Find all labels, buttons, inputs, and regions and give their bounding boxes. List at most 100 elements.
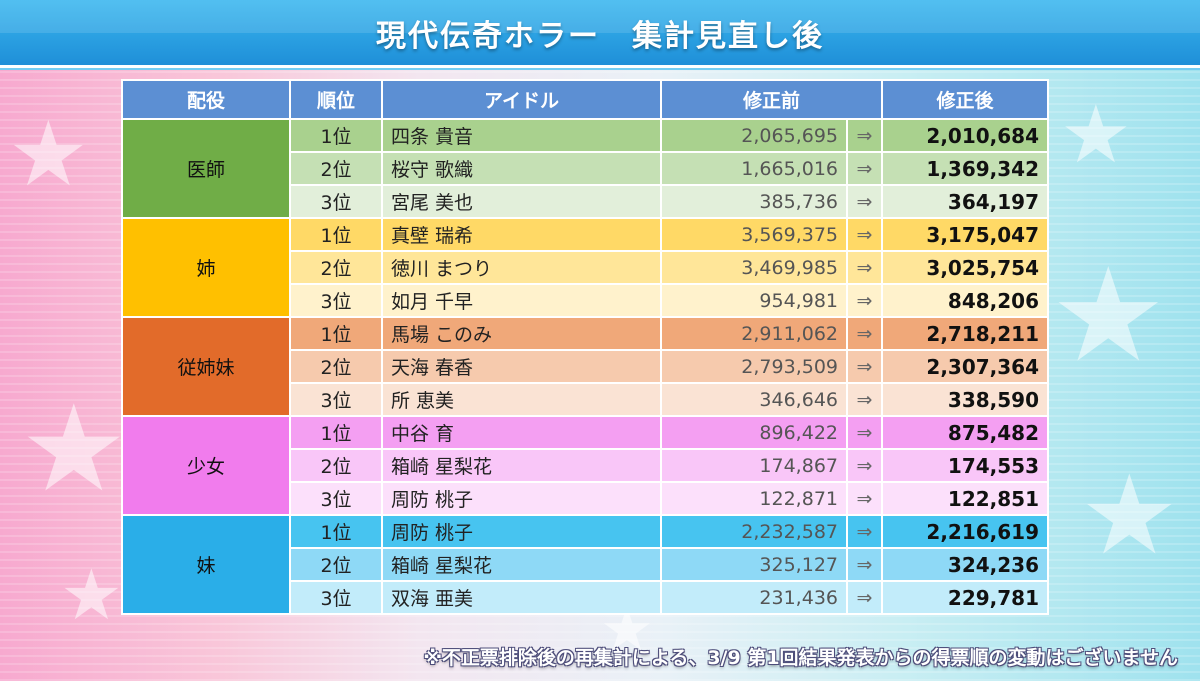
rank-cell: 3位 <box>289 481 383 516</box>
votes-before-cell: 2,793,509 <box>660 349 848 384</box>
votes-after-cell: 174,553 <box>881 448 1050 483</box>
table-row: 妹 1位 周防 桃子 2,232,587 ⇒ 2,216,619 <box>121 514 1050 615</box>
table-row: 姉 1位 真壁 瑞希 3,569,375 ⇒ 3,175,047 <box>121 217 1050 318</box>
rank-cell: 1位 <box>289 217 383 252</box>
header-role: 配役 <box>121 79 291 120</box>
votes-before-cell: 3,469,985 <box>660 250 848 285</box>
rank-cell: 2位 <box>289 547 383 582</box>
votes-after-cell: 848,206 <box>881 283 1050 318</box>
header-rank: 順位 <box>289 79 383 120</box>
votes-before-cell: 2,232,587 <box>660 514 848 549</box>
table-row: 少女 1位 中谷 育 896,422 ⇒ 875,482 <box>121 415 1050 516</box>
votes-after-cell: 1,369,342 <box>881 151 1050 186</box>
table-row: 2位 徳川 まつり 3,469,985 ⇒ 3,025,754 <box>122 250 1050 285</box>
background-star-icon: ★ <box>20 380 128 519</box>
idol-name-cell: 如月 千早 <box>381 283 662 318</box>
table-row: 3位 宮尾 美也 385,736 ⇒ 364,197 <box>122 184 1050 219</box>
rank-cell: 1位 <box>289 316 383 351</box>
role-cell: 従姉妹 <box>121 316 291 417</box>
votes-before-cell: 122,871 <box>660 481 848 516</box>
idol-name-cell: 桜守 歌織 <box>381 151 662 186</box>
idol-name-cell: 中谷 育 <box>381 415 662 450</box>
votes-before-cell: 2,911,062 <box>660 316 848 351</box>
idol-name-cell: 徳川 まつり <box>381 250 662 285</box>
votes-after-cell: 364,197 <box>881 184 1050 219</box>
arrow-icon: ⇒ <box>845 382 884 417</box>
header-bar: 現代伝奇ホラー 集計見直し後 <box>0 0 1200 68</box>
rank-cell: 1位 <box>289 415 383 450</box>
idol-name-cell: 箱崎 星梨花 <box>381 448 662 483</box>
idol-name-cell: 箱崎 星梨花 <box>381 547 662 582</box>
arrow-icon: ⇒ <box>845 316 884 351</box>
votes-before-cell: 1,665,016 <box>660 151 848 186</box>
arrow-icon: ⇒ <box>845 184 884 219</box>
page-title: 現代伝奇ホラー 集計見直し後 <box>376 18 824 54</box>
arrow-icon: ⇒ <box>845 514 884 549</box>
table-row: 2位 天海 春香 2,793,509 ⇒ 2,307,364 <box>122 349 1050 384</box>
rank-cell: 3位 <box>289 184 383 219</box>
rank-cell: 2位 <box>289 349 383 384</box>
idol-name-cell: 双海 亜美 <box>381 580 662 615</box>
arrow-icon: ⇒ <box>845 118 884 153</box>
table-body: 医師 1位 四条 貴音 2,065,695 ⇒ 2,010,684 2位 桜守 歌織 1,665… <box>121 118 1050 615</box>
rank-cell: 1位 <box>289 118 383 153</box>
votes-before-cell: 385,736 <box>660 184 848 219</box>
votes-before-cell: 346,646 <box>660 382 848 417</box>
rank-cell: 3位 <box>289 382 383 417</box>
role-cell: 姉 <box>121 217 291 318</box>
header-idol: アイドル <box>381 79 662 120</box>
table-row: 2位 箱崎 星梨花 174,867 ⇒ 174,553 <box>122 448 1050 483</box>
idol-name-cell: 宮尾 美也 <box>381 184 662 219</box>
idol-name-cell: 真壁 瑞希 <box>381 217 662 252</box>
arrow-icon: ⇒ <box>845 349 884 384</box>
background-star-icon: ★ <box>1060 88 1132 181</box>
role-cell: 少女 <box>121 415 291 516</box>
arrow-icon: ⇒ <box>845 481 884 516</box>
rank-cell: 2位 <box>289 250 383 285</box>
background-star-icon: ★ <box>60 554 123 636</box>
votes-before-cell: 896,422 <box>660 415 848 450</box>
votes-after-cell: 324,236 <box>881 547 1050 582</box>
role-cell: 医師 <box>121 118 291 219</box>
rank-cell: 2位 <box>289 448 383 483</box>
role-cell: 妹 <box>121 514 291 615</box>
arrow-icon: ⇒ <box>845 217 884 252</box>
votes-after-cell: 3,025,754 <box>881 250 1050 285</box>
arrow-icon: ⇒ <box>845 250 884 285</box>
table-row: 3位 周防 桃子 122,871 ⇒ 122,851 <box>122 481 1050 516</box>
arrow-icon: ⇒ <box>845 547 884 582</box>
votes-after-cell: 338,590 <box>881 382 1050 417</box>
votes-after-cell: 2,010,684 <box>881 118 1050 153</box>
background-star-icon: ★ <box>1050 239 1167 391</box>
votes-after-cell: 3,175,047 <box>881 217 1050 252</box>
arrow-icon: ⇒ <box>845 415 884 450</box>
votes-after-cell: 2,307,364 <box>881 349 1050 384</box>
arrow-icon: ⇒ <box>845 151 884 186</box>
idol-name-cell: 周防 桃子 <box>381 481 662 516</box>
header-after: 修正後 <box>881 79 1050 120</box>
rank-cell: 1位 <box>289 514 383 549</box>
header-before: 修正前 <box>659 79 884 120</box>
footnote: ※不正票排除後の再集計による、3/9 第1回結果発表からの得票順の変動はございま… <box>423 647 1178 669</box>
votes-before-cell: 3,569,375 <box>660 217 848 252</box>
idol-name-cell: 天海 春香 <box>381 349 662 384</box>
arrow-icon: ⇒ <box>845 283 884 318</box>
table-row: 従姉妹 1位 馬場 このみ 2,911,062 ⇒ 2,718,211 <box>121 316 1050 417</box>
rank-cell: 3位 <box>289 283 383 318</box>
votes-before-cell: 325,127 <box>660 547 848 582</box>
background-star-icon: ★ <box>8 102 89 207</box>
results-table-container: 配役 順位 アイドル 修正前 修正後 医師 1位 四条 貴音 2,065,695 ⇒ 2,… <box>121 79 1050 615</box>
votes-after-cell: 2,216,619 <box>881 514 1050 549</box>
idol-name-cell: 四条 貴音 <box>381 118 662 153</box>
votes-before-cell: 174,867 <box>660 448 848 483</box>
votes-before-cell: 954,981 <box>660 283 848 318</box>
rank-cell: 2位 <box>289 151 383 186</box>
votes-after-cell: 229,781 <box>881 580 1050 615</box>
votes-before-cell: 231,436 <box>660 580 848 615</box>
arrow-icon: ⇒ <box>845 448 884 483</box>
idol-name-cell: 所 恵美 <box>381 382 662 417</box>
idol-name-cell: 馬場 このみ <box>381 316 662 351</box>
votes-before-cell: 2,065,695 <box>660 118 848 153</box>
table-row: 医師 1位 四条 貴音 2,065,695 ⇒ 2,010,684 <box>121 118 1050 219</box>
background-star-icon: ★ <box>1080 451 1179 579</box>
